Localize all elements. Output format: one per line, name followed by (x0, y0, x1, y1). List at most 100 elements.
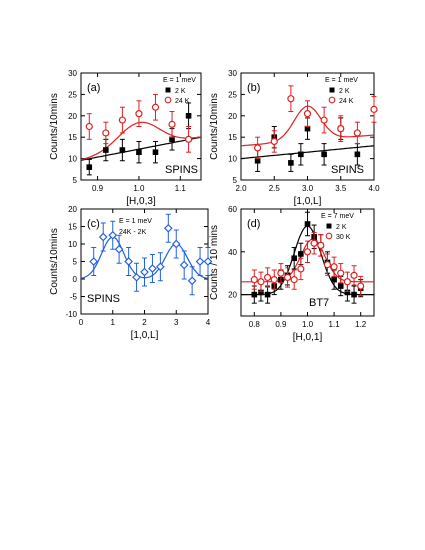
data-point (98, 232, 108, 242)
data-point (304, 221, 311, 227)
panel-label: (a) (87, 82, 100, 94)
data-point (108, 230, 118, 240)
data-point (297, 265, 305, 273)
data-point (163, 223, 173, 233)
panel-b: 2.0 2.5 3.0 3.5 4.0 5 10 15 20 25 30 [1,0,L] Counts/… (209, 69, 380, 207)
data-point (351, 291, 357, 298)
y-tick-label: 30 (68, 69, 77, 78)
data-point (337, 125, 345, 133)
data-point (148, 264, 157, 273)
x-tick-label: 2.0 (235, 184, 247, 193)
data-point (323, 261, 332, 269)
data-point (331, 276, 337, 283)
data-point (264, 273, 272, 282)
panel-a: 0.9 1.0 1.1 5 10 15 20 25 30 [H,0,3] Counts/10mins… (49, 69, 202, 207)
x-tick-label: 1.0 (133, 184, 145, 193)
y-tick-label: 60 (228, 205, 237, 214)
y-tick-label: -5 (70, 293, 78, 302)
data-point (370, 105, 378, 113)
fit-curve (240, 145, 375, 160)
data-point (179, 260, 189, 270)
instrument-label: BT7 (309, 297, 329, 309)
data-point (303, 110, 312, 118)
data-point (118, 116, 126, 124)
x-tick-label: 4.0 (368, 184, 380, 193)
data-point (124, 257, 133, 266)
instrument-label: SPINS (165, 164, 198, 176)
y-tick-label: 20 (68, 205, 77, 214)
y-tick-label: 5 (233, 176, 238, 185)
data-point (250, 276, 258, 284)
y-tick-label: 10 (68, 155, 77, 164)
condition-label: E = 1 meV (163, 77, 196, 84)
data-point (195, 257, 205, 266)
x-axis-label: [H,0,1] (293, 332, 323, 343)
y-tick-label: 25 (68, 90, 77, 99)
data-point (287, 95, 295, 103)
data-point (350, 271, 358, 279)
data-point (86, 164, 93, 170)
data-point (320, 116, 328, 124)
data-point (354, 151, 361, 158)
x-axis-label: [1,0,L] (131, 330, 159, 341)
data-point (291, 255, 297, 262)
data-point (254, 157, 261, 164)
y-axis-label: Counts / 10 mins (209, 225, 220, 300)
data-point (171, 239, 181, 249)
data-point (251, 291, 258, 298)
data-point (136, 149, 142, 155)
data-point (357, 282, 365, 290)
y-tick-label: 20 (228, 291, 237, 300)
y-axis-label: Counts/10mins (209, 93, 220, 160)
data-point (303, 248, 312, 256)
panel-label: (d) (247, 218, 260, 230)
x-axis-label: [1,0,L] (294, 196, 322, 207)
data-point (203, 257, 213, 266)
x-tick-label: 2.5 (269, 184, 281, 193)
data-point (298, 251, 304, 257)
legend-marker (328, 96, 336, 104)
data-point (337, 269, 345, 277)
data-point (317, 241, 325, 249)
x-tick-label: 2 (142, 318, 147, 327)
data-point (283, 273, 292, 282)
data-point (114, 244, 124, 254)
data-point (330, 263, 338, 271)
data-point (264, 291, 271, 298)
fit-curve (80, 121, 202, 161)
data-point (169, 136, 175, 143)
y-tick-label: 20 (228, 112, 237, 121)
subtitle-label: 24K - 2K (119, 229, 147, 236)
y-tick-label: 5 (73, 176, 78, 185)
data-point (298, 151, 304, 158)
y-tick-label: -10 (65, 310, 77, 319)
y-tick-label: 40 (228, 248, 237, 257)
legend-label: 2 K (336, 224, 347, 231)
y-tick-label: 20 (68, 112, 77, 121)
y-tick-label: 0 (73, 275, 78, 284)
data-point (337, 283, 344, 289)
legend-label: 2 K (339, 88, 350, 95)
legend-marker (165, 87, 171, 93)
x-tick-label: 0.9 (275, 320, 287, 329)
data-point (85, 122, 93, 131)
data-point (152, 149, 159, 155)
data-point (135, 110, 143, 118)
data-point (156, 262, 165, 272)
legend-marker (329, 87, 335, 93)
x-tick-label: 1.1 (175, 184, 187, 193)
data-point (132, 272, 141, 282)
legend-marker (326, 223, 332, 229)
plot-frame (80, 72, 202, 181)
legend-marker (164, 96, 172, 104)
data-point (270, 137, 278, 146)
data-point (187, 276, 197, 286)
x-tick-label: 1.1 (329, 320, 341, 329)
panel-label: (c) (87, 218, 100, 230)
y-axis-label: Counts/10mins (49, 228, 60, 295)
y-tick-label: 30 (228, 69, 237, 78)
y-tick-label: 15 (228, 133, 237, 142)
data-point (258, 289, 264, 296)
x-tick-label: 4 (206, 318, 211, 327)
